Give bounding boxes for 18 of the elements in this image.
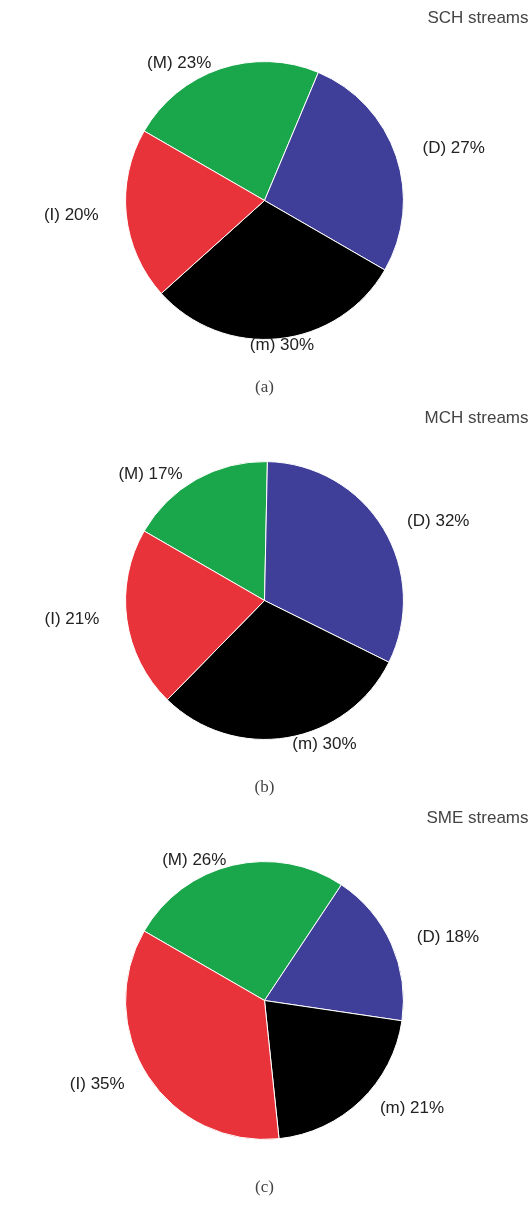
chart-title: SME streams (426, 807, 528, 827)
slice-label: (M) 23% (147, 53, 212, 73)
chart-title: MCH streams (424, 407, 528, 427)
slice-label: (D) 32% (407, 511, 470, 531)
slice-label: (D) 27% (422, 138, 485, 158)
slice-label: (D) 18% (416, 926, 480, 946)
slice-label: (M) 17% (118, 463, 183, 483)
chart-title: SCH streams (427, 7, 528, 27)
text: (c) (255, 1176, 274, 1196)
slice-label: (m) 30% (292, 733, 357, 753)
slice-label: (m) 30% (249, 334, 315, 354)
text: (b) (254, 776, 275, 796)
slice-label: (m) 21% (379, 1098, 445, 1118)
slice-label: (I) 35% (69, 1074, 125, 1094)
text: (a) (255, 376, 274, 396)
slice-label: (I) 21% (44, 609, 100, 629)
slice-label: (M) 26% (162, 849, 227, 869)
slice-label: (I) 20% (43, 205, 99, 225)
